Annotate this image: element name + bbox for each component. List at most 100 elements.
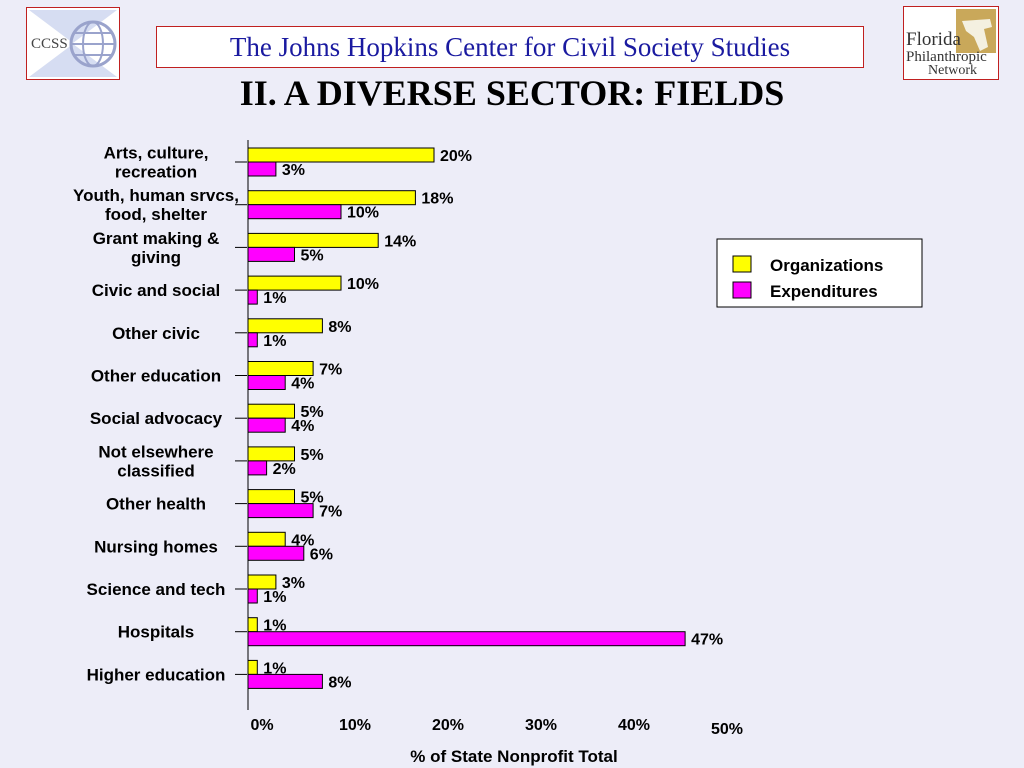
logo-line-philanthropic: Philanthropic — [906, 49, 987, 65]
category-label: Hospitals — [118, 623, 195, 642]
category-label-line: Arts, culture, — [104, 144, 209, 163]
category-label: Grant making & giving — [93, 229, 220, 267]
value-label-organizations: 18% — [421, 191, 453, 208]
bar-organizations — [247, 574, 277, 590]
value-label-expenditures: 1% — [263, 290, 286, 307]
category-label: Youth, human srvcs, food, shelter — [73, 186, 239, 224]
bar-expenditures — [247, 246, 295, 262]
value-label-organizations: 7% — [319, 362, 342, 379]
ccss-logo-text: CCSS — [31, 36, 68, 52]
value-label-expenditures: 4% — [291, 418, 314, 435]
florida-philanthropic-network-logo: Florida Philanthropic Network — [903, 6, 999, 80]
value-label-organizations: 5% — [301, 404, 324, 421]
category-label-line: Other education — [91, 367, 221, 386]
value-label-organizations: 1% — [263, 618, 286, 635]
bar-organizations — [247, 617, 258, 633]
bar-organizations — [247, 361, 314, 376]
bar-organizations — [247, 190, 416, 206]
category-label-line: classified — [117, 461, 195, 480]
ccss-logo: CCSS — [26, 7, 120, 80]
value-label-expenditures: 3% — [282, 162, 305, 179]
bars-layer — [247, 147, 686, 689]
category-label: Nursing homes — [94, 537, 218, 556]
category-label-line: Other health — [106, 495, 206, 514]
value-label-expenditures: 47% — [691, 632, 723, 649]
bar-organizations — [247, 232, 379, 248]
bar-expenditures — [247, 332, 258, 348]
bar-organizations — [247, 147, 435, 163]
category-label: Civic and social — [92, 281, 221, 300]
category-label-line: Hospitals — [118, 623, 195, 642]
category-label: Science and tech — [87, 580, 226, 599]
bar-organizations — [247, 659, 258, 675]
category-label-line: Civic and social — [92, 281, 221, 300]
value-label-expenditures: 7% — [319, 504, 342, 521]
category-label-line: Nursing homes — [94, 537, 218, 556]
category-label: Other health — [106, 495, 206, 514]
x-tick-label: 10% — [339, 717, 371, 734]
category-label-line: giving — [131, 248, 181, 267]
bar-expenditures — [247, 204, 342, 220]
x-axis-title: % of State Nonprofit Total — [410, 747, 617, 766]
category-label: Arts, culture, recreation — [104, 144, 209, 182]
category-label-line: recreation — [115, 163, 197, 182]
bar-expenditures — [247, 460, 268, 476]
legend-label-expenditures: Expenditures — [770, 282, 878, 301]
bar-expenditures — [247, 375, 286, 390]
logo-line-florida: Florida — [906, 29, 961, 50]
category-label-line: food, shelter — [105, 205, 207, 224]
value-label-organizations: 14% — [384, 233, 416, 250]
bar-expenditures — [247, 417, 286, 433]
legend: Organizations Expenditures — [716, 238, 923, 308]
value-label-organizations: 8% — [328, 319, 351, 336]
category-label-line: Higher education — [87, 665, 226, 684]
page-title: II. A DIVERSE SECTOR: FIELDS — [239, 73, 785, 113]
value-label-organizations: 1% — [263, 660, 286, 677]
category-label-line: Grant making & — [93, 229, 220, 248]
category-label-line: Other civic — [112, 324, 200, 343]
bar-expenditures — [247, 588, 258, 604]
value-label-organizations: 20% — [440, 148, 472, 165]
value-label-expenditures: 5% — [301, 247, 324, 264]
bar-expenditures — [247, 289, 258, 305]
category-label-line: Youth, human srvcs, — [73, 186, 239, 205]
value-label-expenditures: 4% — [291, 376, 314, 393]
bar-organizations — [247, 489, 295, 505]
value-label-organizations: 4% — [291, 532, 314, 549]
x-tick-label: 20% — [432, 717, 464, 734]
legend-label-organizations: Organizations — [770, 256, 883, 275]
logo-line-network: Network — [928, 63, 977, 78]
value-label-expenditures: 10% — [347, 205, 379, 222]
category-label: Social advocacy — [90, 409, 223, 428]
category-labels: Arts, culture, recreation 20% 3% Youth, huma… — [73, 144, 723, 692]
x-axis: 0% 10% 20% 30% 40% 50% % of State Nonprofit To… — [235, 140, 743, 766]
value-label-organizations: 10% — [347, 276, 379, 293]
x-tick-label: 40% — [618, 717, 650, 734]
x-tick-label: 30% — [525, 717, 557, 734]
legend-swatch-organizations — [732, 255, 752, 273]
category-label: Higher education — [87, 665, 226, 684]
bar-organizations — [247, 531, 286, 547]
center-name-banner: The Johns Hopkins Center for Civil Socie… — [156, 26, 864, 68]
category-label: Other civic — [112, 324, 200, 343]
category-label-line: Social advocacy — [90, 409, 223, 428]
legend-swatch-expenditures — [732, 281, 752, 299]
value-label-expenditures: 1% — [263, 589, 286, 606]
bar-organizations — [247, 446, 295, 462]
value-label-expenditures: 2% — [273, 461, 296, 478]
bar-expenditures — [247, 161, 277, 177]
bar-organizations — [247, 403, 295, 419]
value-label-expenditures: 6% — [310, 546, 333, 563]
bar-expenditures — [247, 631, 686, 647]
value-label-organizations: 5% — [301, 490, 324, 507]
x-tick-label: 50% — [711, 721, 743, 738]
value-label-expenditures: 8% — [328, 674, 351, 691]
value-label-expenditures: 1% — [263, 333, 286, 350]
category-label-line: Not elsewhere — [98, 442, 213, 461]
category-label-line: Science and tech — [87, 580, 226, 599]
value-label-organizations: 5% — [301, 447, 324, 464]
category-label: Not elsewhere classified — [98, 442, 213, 480]
category-label: Other education — [91, 367, 221, 386]
value-label-organizations: 3% — [282, 575, 305, 592]
